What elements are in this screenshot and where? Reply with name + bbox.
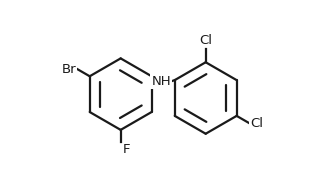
Text: Br: Br — [61, 63, 76, 75]
Text: Cl: Cl — [199, 34, 212, 47]
Text: Cl: Cl — [250, 117, 263, 130]
Text: F: F — [123, 143, 130, 156]
Text: NH: NH — [152, 75, 171, 88]
